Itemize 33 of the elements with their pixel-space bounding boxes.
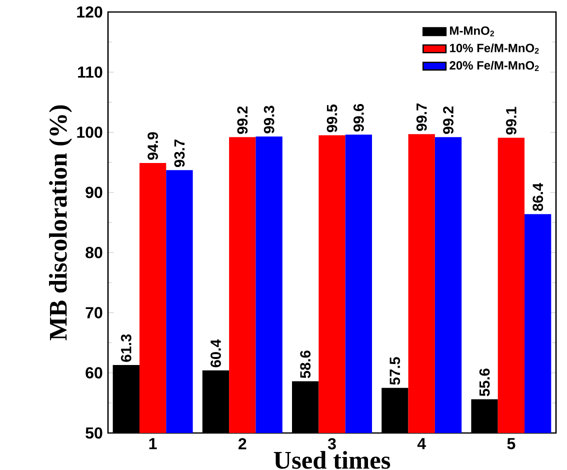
data-label: 60.4 xyxy=(210,339,221,368)
x-tick-label: 5 xyxy=(507,438,516,450)
y-tick-label: 60 xyxy=(86,367,102,378)
data-label: 99.2 xyxy=(443,106,454,134)
y-axis-title: MB discoloration (%) xyxy=(49,105,72,340)
x-axis-title: Used times xyxy=(274,451,390,469)
data-label: 57.5 xyxy=(390,357,400,385)
legend-label: 10% Fe/M-MnO$_{2}$ xyxy=(450,43,539,54)
data-label: 58.6 xyxy=(300,350,311,378)
legend-label: 20% Fe/M-MnO$_{2}$ xyxy=(450,60,539,71)
data-label: 93.7 xyxy=(174,140,185,167)
data-label: 99.3 xyxy=(264,106,274,134)
y-tick-label: 90 xyxy=(86,186,102,198)
legend-label: M-MnO$_{2}$ xyxy=(450,26,494,36)
data-label: 99.2 xyxy=(237,106,248,134)
x-tick-label: 1 xyxy=(149,438,157,450)
data-label: 99.7 xyxy=(416,104,427,131)
data-label: 99.1 xyxy=(506,106,516,135)
y-tick-label: 100 xyxy=(77,126,102,138)
x-tick-label: 4 xyxy=(417,438,426,450)
y-tick-label: 110 xyxy=(78,66,102,78)
data-label: 99.5 xyxy=(326,104,338,132)
y-tick-label: 50 xyxy=(86,427,102,439)
data-label: 61.3 xyxy=(120,334,132,362)
x-tick-label: 2 xyxy=(238,438,246,450)
data-label: 99.6 xyxy=(353,104,364,132)
y-tick-label: 70 xyxy=(86,307,102,318)
data-label: 55.6 xyxy=(479,368,490,396)
y-tick-label: 120 xyxy=(77,6,102,18)
y-tick-label: 80 xyxy=(86,246,102,258)
x-tick-label: 3 xyxy=(328,438,336,450)
data-label: 94.9 xyxy=(148,132,158,160)
data-label: 86.4 xyxy=(532,182,544,211)
